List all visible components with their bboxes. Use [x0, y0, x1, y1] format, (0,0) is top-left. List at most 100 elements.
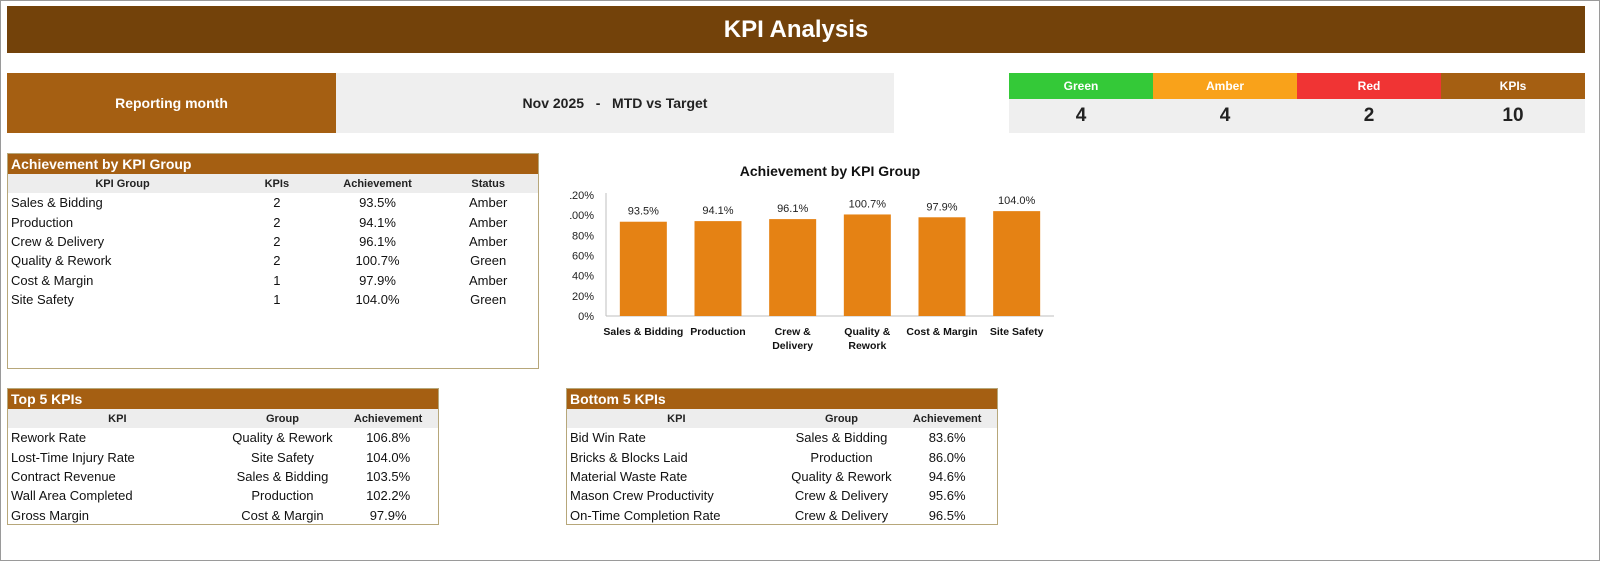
table-cell: Crew & Delivery	[794, 507, 889, 523]
data-label: 94.1%	[702, 205, 733, 217]
table-cell: 100.7%	[355, 253, 400, 269]
y-tick-label: 100%	[570, 210, 594, 222]
table-cell: Wall Area Completed	[11, 488, 133, 504]
status-kpis-label: KPIs	[1441, 73, 1585, 99]
status-red-label: Red	[1297, 73, 1441, 99]
achievement-chart: Achievement by KPI Group 0% 20% 40% 60% 80% 1…	[566, 158, 1090, 370]
group-table: KPI Group KPIs Achievement Status Sales …	[8, 174, 538, 309]
column-header: Achievement	[316, 174, 439, 193]
table-cell: Production	[251, 488, 314, 504]
y-tick-label: 60%	[572, 251, 594, 263]
table-cell: Quality & Rework	[791, 468, 892, 484]
column-header: KPI	[8, 409, 227, 428]
achievement-bar-chart: 0% 20% 40% 60% 80% 100% 120% 93.5% Sales & Biddi…	[566, 190, 1054, 352]
table-cell: Site Safety	[251, 449, 314, 465]
page-title: KPI Analysis	[7, 6, 1585, 53]
status-summary: Green 4 Amber 4 Red 2 KPIs 10	[1009, 73, 1585, 133]
column-header: Group	[785, 409, 898, 428]
table-cell: Mason Crew Productivity	[570, 488, 714, 504]
table-cell: 102.2%	[366, 488, 411, 504]
y-tick-label: 80%	[572, 230, 594, 242]
table-cell: Amber	[469, 195, 508, 211]
table-row: Contract Revenue Sales & Bidding 103.5%	[8, 467, 438, 486]
x-tick-label: Quality & Rework	[844, 326, 891, 352]
bar	[694, 221, 742, 316]
data-label: 97.9%	[926, 201, 957, 213]
x-tick-label: Sales & Bidding	[603, 326, 683, 338]
column-header: Achievement	[338, 409, 438, 428]
status-amber-count: 4	[1153, 99, 1297, 133]
status-amber-label: Amber	[1153, 73, 1297, 99]
table-cell: Cost & Margin	[11, 272, 94, 288]
table-cell: Bricks & Blocks Laid	[570, 449, 688, 465]
table-cell: 96.1%	[359, 233, 396, 249]
x-tick-label: Site Safety	[990, 326, 1044, 338]
table-row: Lost-Time Injury Rate Site Safety 104.0%	[8, 447, 438, 466]
reporting-month: Nov 2025	[522, 95, 585, 111]
table-cell: 2	[273, 195, 281, 211]
bottom-kpis-table: KPI Group Achievement Bid Win Rate Sales …	[567, 409, 997, 525]
table-cell: Cost & Margin	[241, 507, 324, 523]
table-cell: Sales & Bidding	[11, 195, 103, 211]
table-row: Crew & Delivery 2 96.1% Amber	[8, 232, 538, 251]
table-cell: 94.6%	[928, 468, 966, 484]
x-tick-label: Cost & Margin	[906, 326, 977, 338]
table-cell: Crew & Delivery	[11, 233, 105, 249]
table-row: Wall Area Completed Production 102.2%	[8, 486, 438, 505]
table-cell: Gross Margin	[11, 507, 90, 523]
table-cell: Material Waste Rate	[570, 468, 688, 484]
bar	[918, 217, 966, 316]
table-cell: 2	[273, 253, 281, 269]
table-cell: Sales & Bidding	[236, 468, 329, 484]
table-cell: 94.1%	[359, 214, 396, 230]
reporting-month-value: Nov 2025 - MTD vs Target	[336, 73, 894, 133]
table-cell: 104.0%	[366, 449, 411, 465]
status-kpis: KPIs 10	[1441, 73, 1585, 133]
data-label: 104.0%	[998, 195, 1036, 207]
status-amber: Amber 4	[1153, 73, 1297, 133]
status-red-count: 2	[1297, 99, 1441, 133]
column-header: KPI Group	[8, 174, 238, 193]
reporting-mode: MTD vs Target	[612, 95, 708, 111]
table-row: Rework Rate Quality & Rework 106.8%	[8, 428, 438, 447]
table-cell: Rework Rate	[11, 430, 87, 446]
table-cell: Amber	[469, 214, 508, 230]
bar	[843, 214, 891, 316]
group-achievement-panel: Achievement by KPI Group KPI Group KPIs …	[7, 153, 539, 369]
data-label: 100.7%	[849, 198, 887, 210]
table-cell: Crew & Delivery	[794, 488, 889, 504]
table-row: Bricks & Blocks Laid Production 86.0%	[567, 447, 997, 466]
table-row: Material Waste Rate Quality & Rework 94.6%	[567, 467, 997, 486]
bottom-kpis-panel: Bottom 5 KPIs KPI Group Achievement Bid …	[566, 388, 998, 525]
status-red: Red 2	[1297, 73, 1441, 133]
table-row: On-Time Completion Rate Crew & Delivery 96…	[567, 506, 997, 525]
table-cell: 104.0%	[355, 292, 400, 308]
reporting-month-label: Reporting month	[7, 73, 336, 133]
table-cell: Amber	[469, 233, 508, 249]
table-cell: Quality & Rework	[11, 253, 112, 269]
x-tick-label: Production	[690, 326, 745, 338]
table-cell: Amber	[469, 272, 508, 288]
table-cell: Green	[470, 253, 507, 269]
status-green-label: Green	[1009, 73, 1153, 99]
table-row: Cost & Margin 1 97.9% Amber	[8, 271, 538, 290]
column-header: Achievement	[897, 409, 997, 428]
table-cell: 97.9%	[359, 272, 396, 288]
table-cell: 96.5%	[928, 507, 966, 523]
status-kpis-count: 10	[1441, 99, 1585, 133]
table-cell: Production	[810, 449, 873, 465]
top-kpis-table: KPI Group Achievement Rework Rate Quality…	[8, 409, 438, 525]
data-label: 93.5%	[628, 206, 659, 218]
table-cell: Lost-Time Injury Rate	[11, 449, 135, 465]
table-cell: Production	[11, 214, 74, 230]
table-header-row: KPI Group Achievement	[567, 409, 997, 428]
table-row: Gross Margin Cost & Margin 97.9%	[8, 506, 438, 525]
table-cell: 83.6%	[928, 430, 966, 446]
column-header: KPIs	[237, 174, 317, 193]
table-cell: Contract Revenue	[11, 468, 116, 484]
chart-title: Achievement by KPI Group	[739, 163, 921, 179]
table-cell: Quality & Rework	[232, 430, 333, 446]
status-green: Green 4	[1009, 73, 1153, 133]
table-cell: 106.8%	[366, 430, 411, 446]
table-row: Mason Crew Productivity Crew & Delivery 95…	[567, 486, 997, 505]
